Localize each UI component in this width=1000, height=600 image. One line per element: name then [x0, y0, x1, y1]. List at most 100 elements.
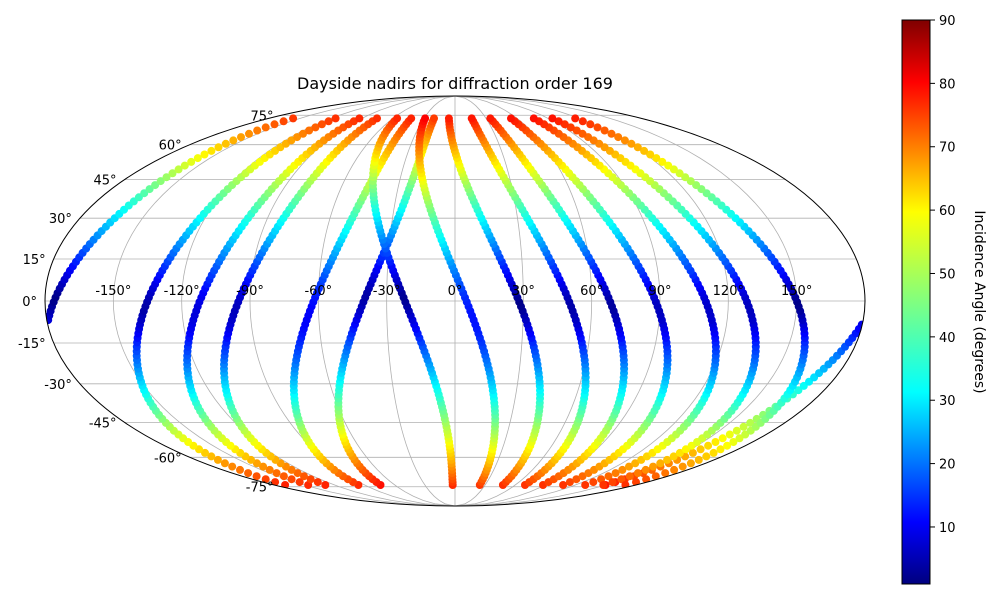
nadir-point	[739, 422, 748, 431]
nadir-point	[607, 129, 616, 138]
nadir-point	[559, 481, 568, 489]
latitude-tick-label: -30°	[44, 378, 72, 393]
nadir-point	[306, 475, 315, 484]
nadir-point	[718, 434, 727, 443]
nadir-point	[649, 462, 658, 471]
nadir-point	[669, 165, 678, 174]
longitude-tick-labels: -150° -120° -90° -60° -30° 0° 30° 60° 90° 120° 150…	[95, 284, 812, 299]
nadir-point	[311, 123, 320, 132]
latitude-tick-label: -60°	[154, 451, 182, 466]
nadir-point	[611, 469, 620, 478]
nadir-point	[529, 114, 538, 123]
nadir-point	[187, 157, 196, 166]
nadir-point	[200, 150, 209, 159]
nadir-point	[651, 472, 660, 481]
nadir-point	[641, 465, 650, 474]
nadir-point	[355, 114, 364, 123]
colorbar-tick-label: 80	[939, 77, 956, 92]
longitude-tick-label: 90°	[648, 284, 671, 299]
nadir-point	[507, 114, 515, 123]
nadir-point	[578, 117, 587, 126]
latitude-tick-label: -15°	[18, 337, 46, 352]
nadir-point	[287, 475, 296, 484]
nadir-point	[688, 448, 697, 457]
colorbar-tick-label: 40	[939, 331, 956, 346]
nadir-point	[572, 475, 581, 484]
nadir-point	[444, 114, 453, 123]
track-points	[45, 114, 865, 489]
nadir-point	[600, 126, 609, 135]
nadir-point	[373, 114, 381, 123]
nadir-point	[646, 150, 655, 159]
longitude-tick-label: 150°	[781, 284, 812, 299]
nadir-point	[548, 114, 557, 123]
nadir-point	[571, 114, 580, 123]
nadir-point	[237, 133, 245, 142]
nadir-point	[604, 472, 613, 481]
nadir-point	[151, 181, 160, 190]
nadir-point	[245, 129, 253, 138]
nadir-point	[295, 478, 304, 487]
latitude-tick-label: -45°	[89, 416, 117, 431]
nadir-point	[652, 154, 661, 163]
nadir-point	[578, 129, 587, 138]
nadir-point	[586, 120, 595, 129]
nadir-point	[486, 114, 495, 123]
nadir-point	[313, 478, 322, 487]
nadir-point	[279, 472, 288, 481]
latitude-tick-label: 45°	[94, 174, 117, 189]
nadir-point	[261, 475, 270, 484]
nadir-point	[407, 114, 416, 123]
nadir-point	[625, 462, 633, 471]
nadir-point	[214, 143, 223, 152]
colorbar-tick-label: 20	[939, 458, 956, 473]
nadir-point	[725, 430, 734, 439]
latitude-tick-label: 30°	[49, 212, 72, 227]
nadir-point	[670, 465, 679, 474]
nadir-point	[723, 441, 732, 450]
longitude-tick-label: 60°	[580, 284, 603, 299]
nadir-point	[252, 459, 261, 468]
nadir-point	[702, 452, 711, 461]
map-outline	[44, 95, 866, 507]
latitude-tick-labels: 75° 60° 45° 30° 15° 0° -15° -30° -45° -60° -75°	[18, 109, 274, 495]
latitude-tick-label: 15°	[23, 253, 46, 268]
longitude-tick-label: -30°	[373, 284, 401, 299]
chart-title: Dayside nadirs for diffraction order 169	[297, 74, 613, 93]
nadir-point	[681, 173, 690, 182]
latitude-tick-label: 75°	[250, 109, 273, 124]
nadir-point	[279, 117, 288, 126]
nadir-point	[642, 475, 651, 484]
nadir-point	[207, 146, 216, 155]
nadir-point	[716, 445, 725, 454]
colorbar-tick-label: 30	[939, 394, 956, 409]
nadir-point	[656, 459, 665, 468]
nadir-point	[213, 455, 222, 464]
colorbar-tick-label: 90	[939, 14, 956, 29]
colorbar-label: Incidence Angle (degrees)	[971, 210, 987, 393]
nadir-point	[681, 445, 690, 454]
nadir-point	[560, 120, 569, 129]
colorbar-tick-label: 10	[939, 521, 956, 536]
nadir-point	[709, 448, 718, 457]
nadir-point	[244, 469, 253, 478]
nadir-point	[554, 117, 563, 126]
nadir-point	[252, 472, 261, 481]
nadir-point	[293, 133, 302, 142]
nadir-point	[272, 469, 281, 478]
nadir-point	[694, 455, 703, 464]
latitude-tick-label: -75°	[246, 481, 274, 496]
nadir-point	[156, 177, 165, 186]
nadir-point	[627, 139, 636, 148]
nadir-point	[565, 478, 574, 487]
nadir-point	[467, 114, 476, 123]
nadir-point	[617, 475, 626, 484]
nadir-point	[287, 136, 296, 145]
nadir-point	[566, 123, 575, 132]
nadir-point	[633, 469, 642, 478]
nadir-point	[678, 462, 687, 471]
nadir-point	[265, 465, 274, 474]
nadir-point	[261, 123, 270, 132]
nadir-point	[145, 185, 154, 194]
